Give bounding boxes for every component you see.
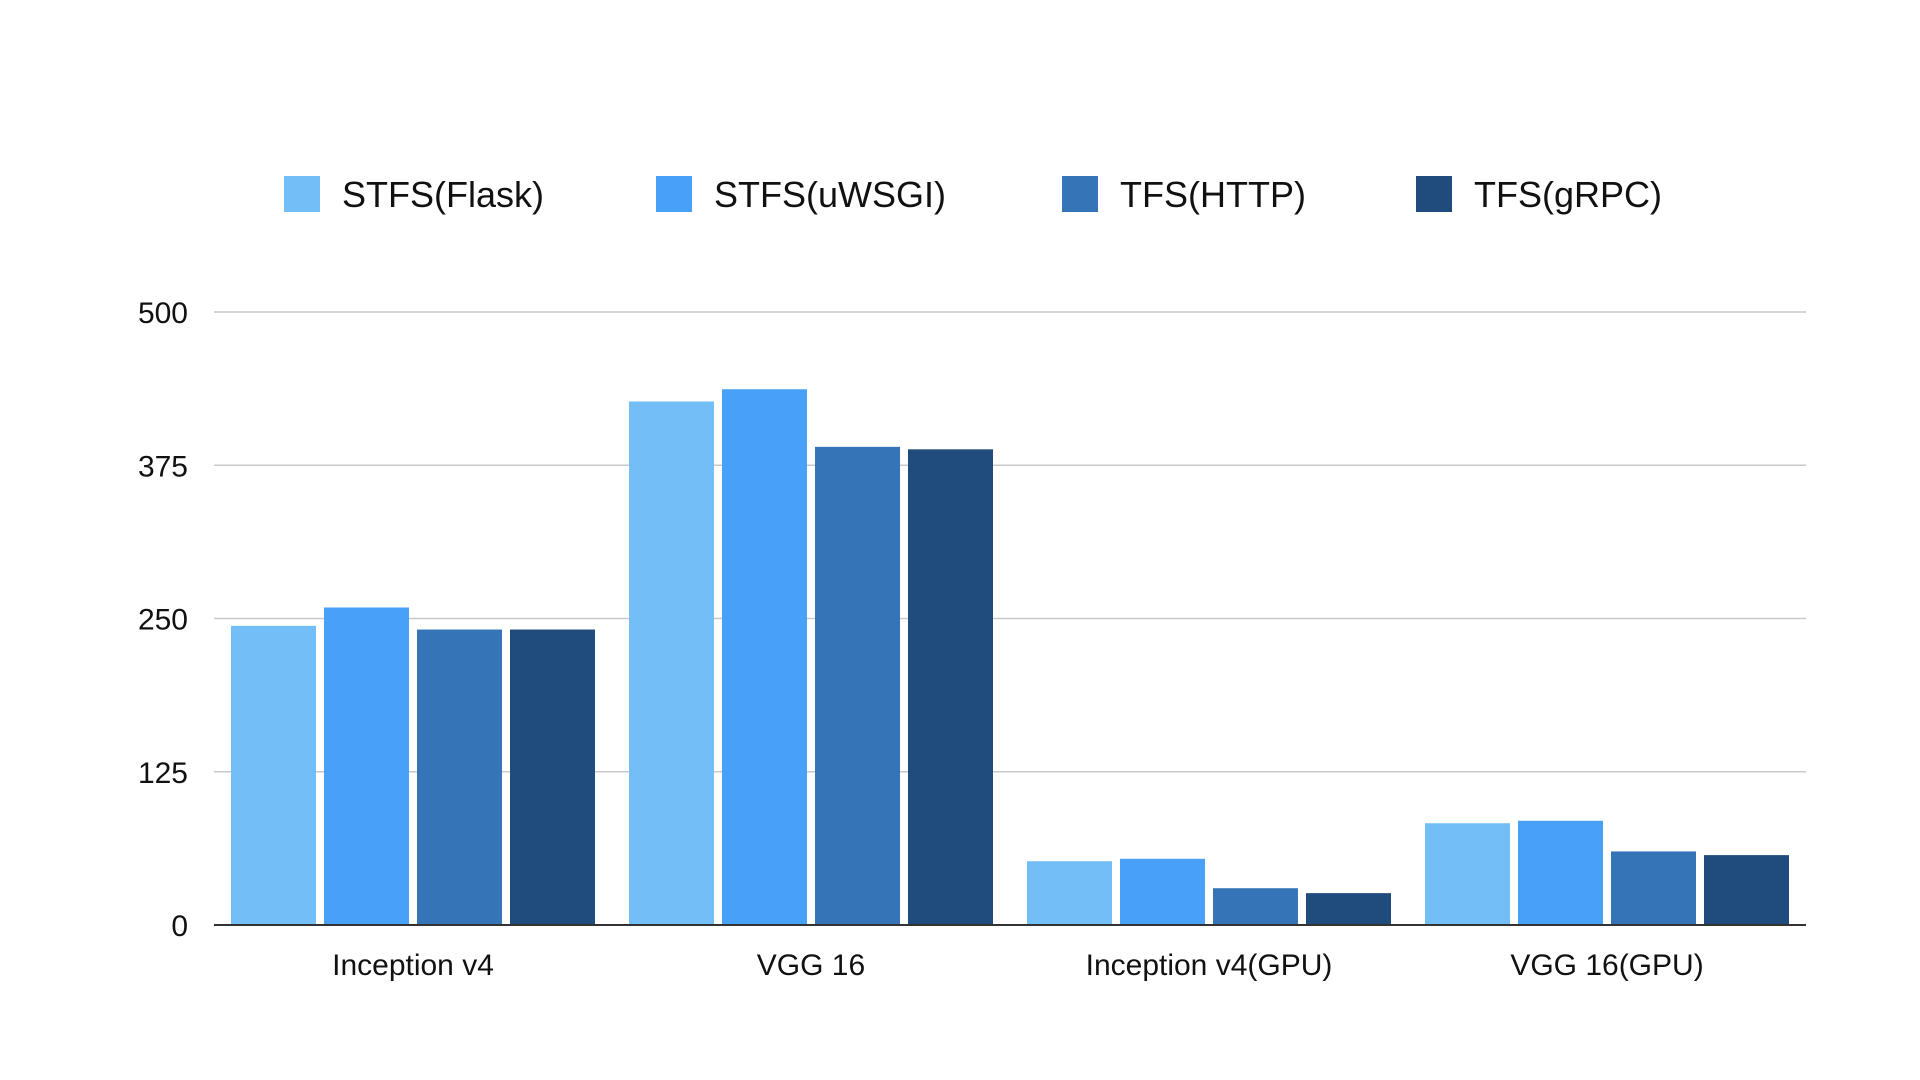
legend-item: STFS(Flask)	[284, 174, 544, 215]
x-category-label: Inception v4(GPU)	[1086, 949, 1333, 982]
y-tick-label: 375	[138, 450, 188, 483]
bar	[1425, 823, 1510, 925]
bar	[1306, 893, 1391, 925]
bar	[815, 446, 900, 925]
bar	[629, 401, 714, 925]
bar	[1120, 858, 1205, 925]
legend-label: STFS(uWSGI)	[714, 174, 946, 215]
legend-swatch	[656, 176, 692, 212]
gridlines	[214, 311, 1806, 773]
bar	[1213, 888, 1298, 925]
legend-item: STFS(uWSGI)	[656, 174, 946, 215]
bar	[1611, 851, 1696, 925]
bar	[510, 629, 595, 925]
y-tick-label: 0	[171, 910, 188, 943]
bars	[231, 389, 1789, 925]
legend-label: TFS(gRPC)	[1474, 174, 1662, 215]
legend-swatch	[284, 176, 320, 212]
legend-item: TFS(gRPC)	[1416, 174, 1662, 215]
legend: STFS(Flask) STFS(uWSGI) TFS(HTTP) TFS(gRPC)	[284, 174, 1662, 215]
x-axis-categories: Inception v4 VGG 16 Inception v4(GPU) VGG 1…	[332, 949, 1704, 982]
bar	[722, 389, 807, 925]
bar	[231, 625, 316, 925]
y-tick-label: 125	[138, 757, 188, 790]
x-category-label: Inception v4	[332, 949, 494, 982]
bar	[908, 449, 993, 925]
legend-item: TFS(HTTP)	[1062, 174, 1306, 215]
legend-swatch	[1062, 176, 1098, 212]
legend-label: STFS(Flask)	[342, 174, 544, 215]
x-category-label: VGG 16(GPU)	[1510, 949, 1703, 982]
bar	[417, 629, 502, 925]
legend-swatch	[1416, 176, 1452, 212]
bar	[1518, 820, 1603, 925]
y-tick-label: 500	[138, 297, 188, 330]
y-tick-label: 250	[138, 604, 188, 637]
y-axis-ticks: 0 125 250 375 500	[138, 297, 188, 943]
bar	[1704, 855, 1789, 925]
legend-label: TFS(HTTP)	[1120, 174, 1306, 215]
x-category-label: VGG 16	[757, 949, 865, 982]
bar	[324, 607, 409, 925]
bar	[1027, 861, 1112, 925]
